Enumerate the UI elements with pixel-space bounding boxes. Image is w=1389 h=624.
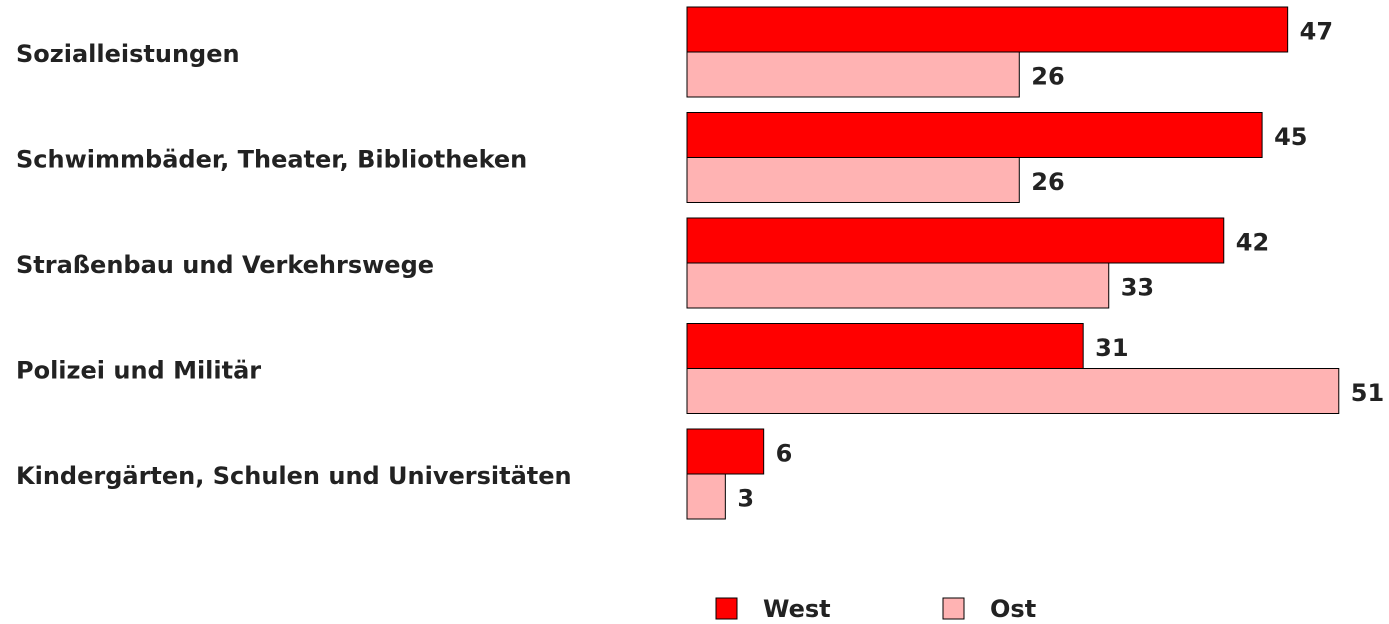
bar <box>686 262 1110 309</box>
legend-swatch <box>715 597 738 620</box>
bar <box>686 217 1225 264</box>
category-label: Kindergärten, Schulen und Universitäten <box>16 462 572 490</box>
value-label: 31 <box>1095 334 1128 362</box>
value-label: 47 <box>1300 18 1333 46</box>
value-label: 26 <box>1031 168 1064 196</box>
value-label: 6 <box>776 440 793 468</box>
bar <box>686 6 1289 53</box>
category-label: Schwimmbäder, Theater, Bibliotheken <box>16 146 527 174</box>
value-label: 42 <box>1236 229 1269 257</box>
value-label: 3 <box>737 485 754 513</box>
category-label: Polizei und Militär <box>16 357 261 385</box>
value-label: 26 <box>1031 63 1064 91</box>
value-label: 45 <box>1274 123 1307 151</box>
category-label: Sozialleistungen <box>16 40 240 68</box>
bar <box>686 473 726 520</box>
value-label: 51 <box>1351 379 1384 407</box>
legend-label: West <box>763 595 831 623</box>
category-label: Straßenbau und Verkehrswege <box>16 251 434 279</box>
bar <box>686 323 1084 369</box>
bar <box>686 112 1263 158</box>
value-label: 33 <box>1121 274 1154 302</box>
bar <box>686 428 765 475</box>
legend-label: Ost <box>990 595 1036 623</box>
bar <box>686 368 1340 414</box>
bar <box>686 51 1020 98</box>
bar <box>686 157 1020 203</box>
legend-swatch <box>942 597 965 620</box>
